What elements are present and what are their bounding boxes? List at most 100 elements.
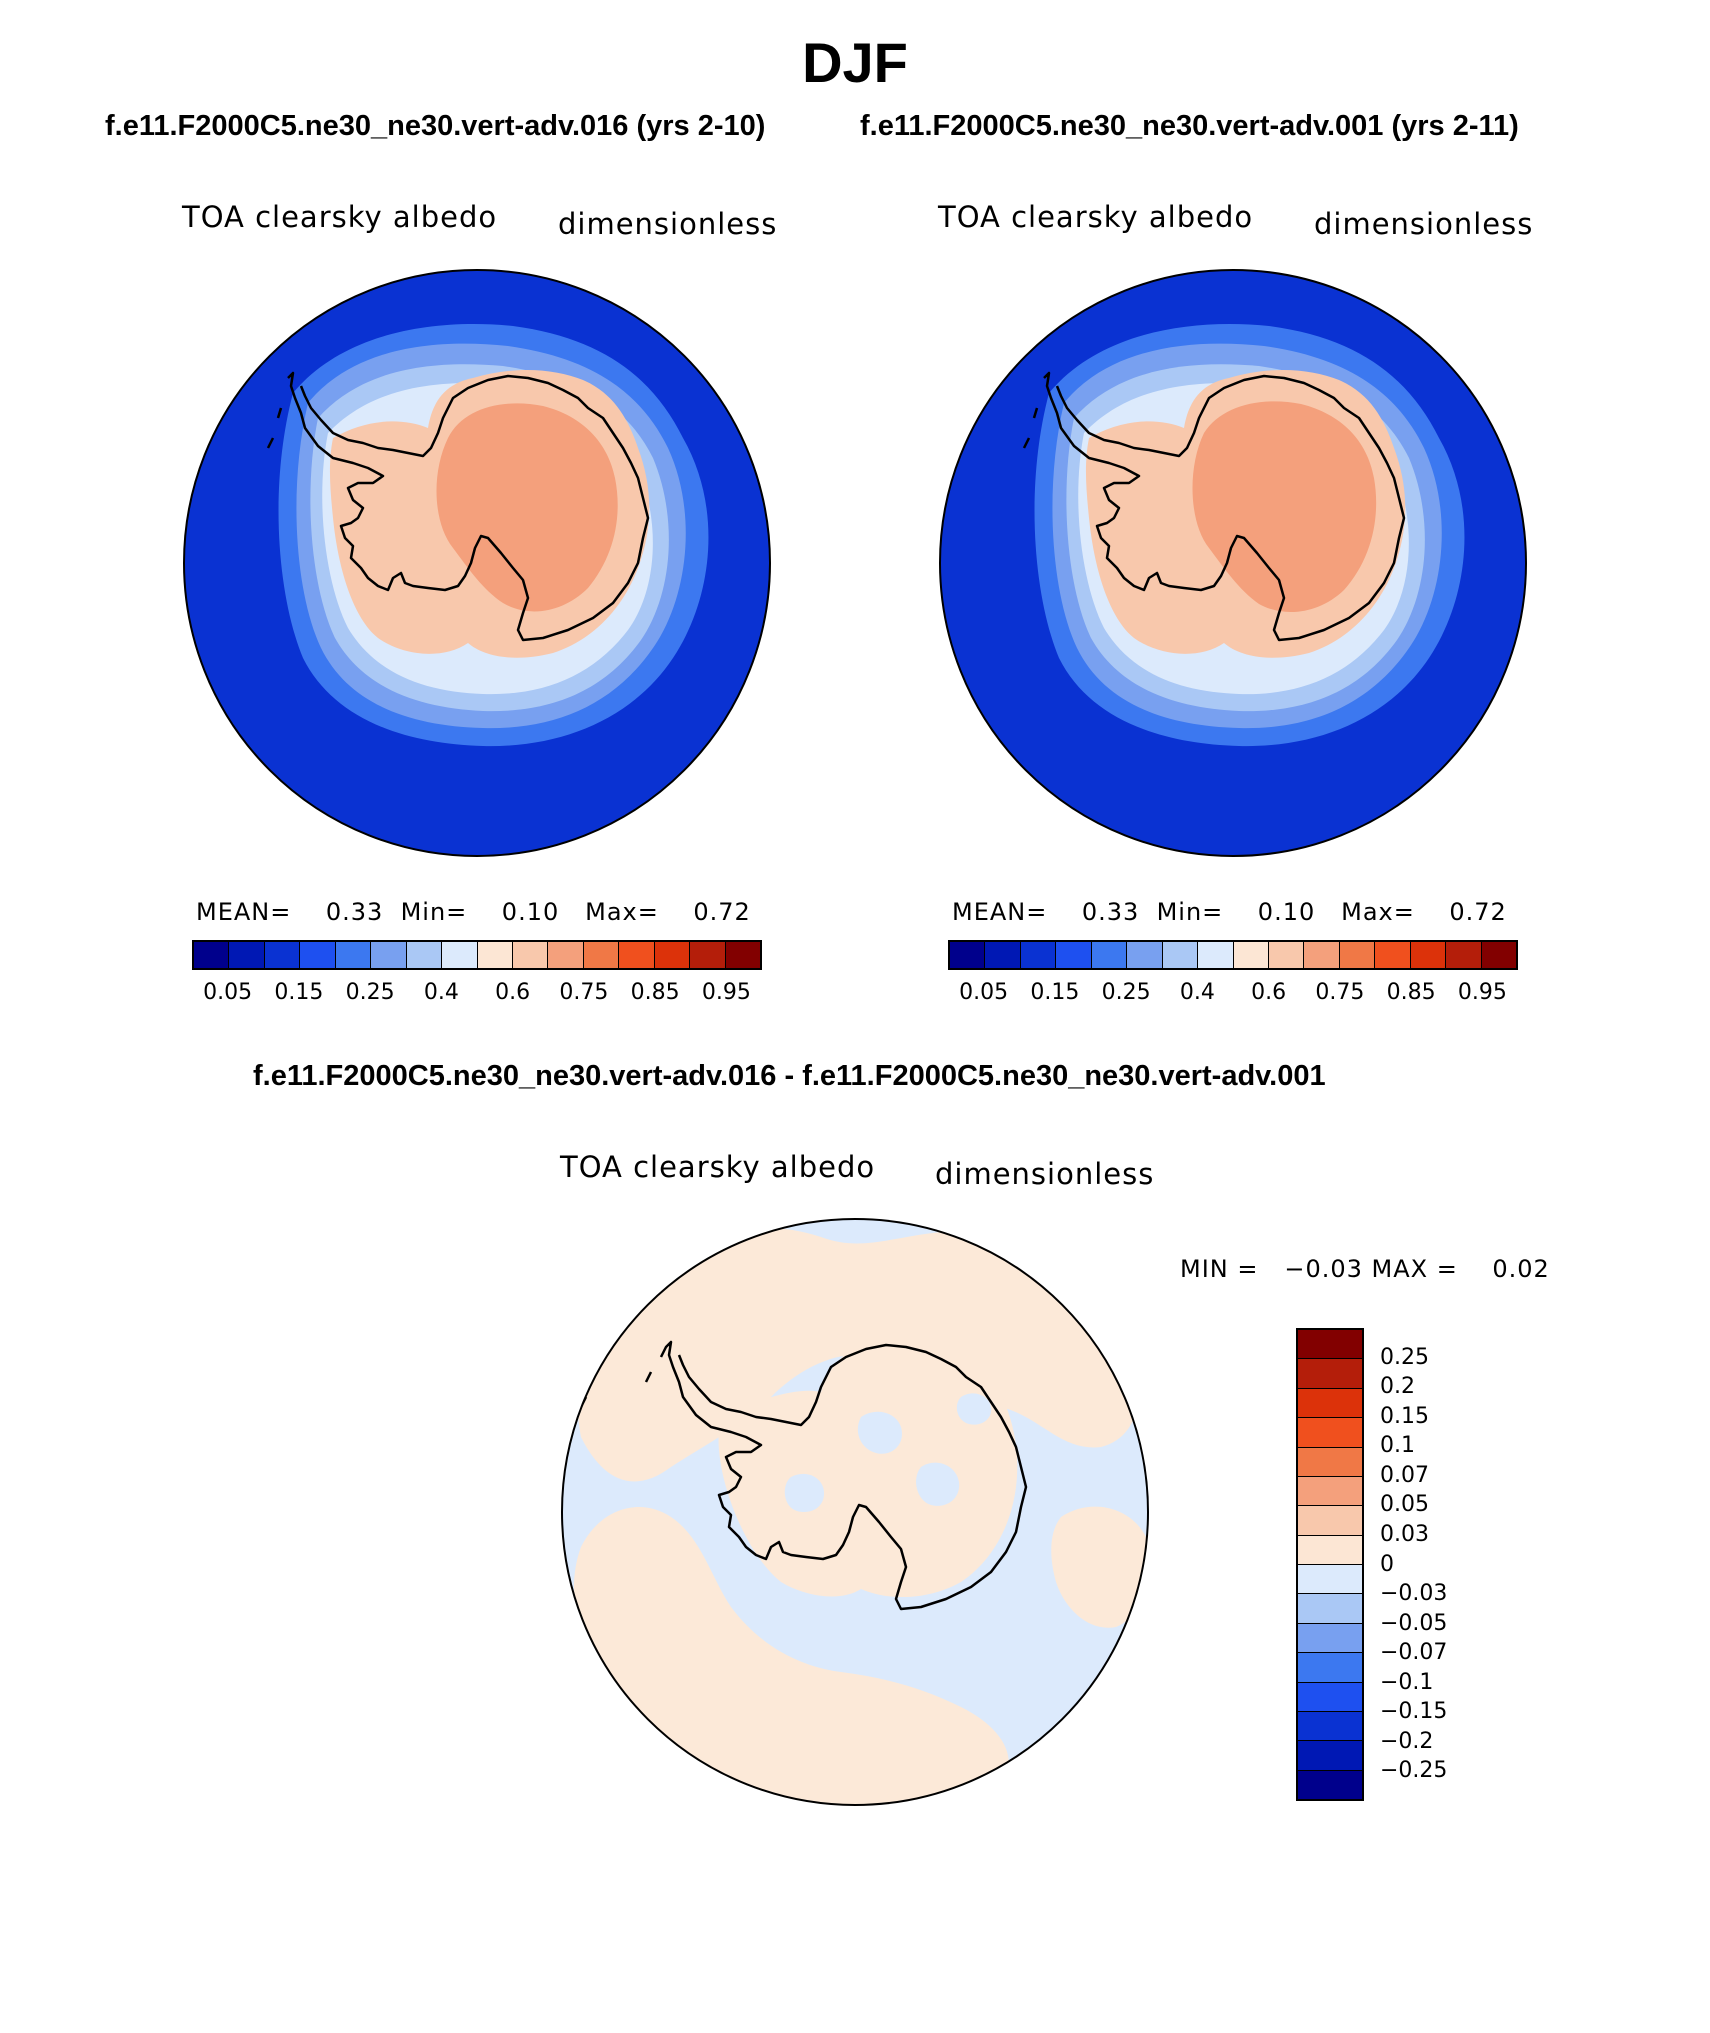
colorbar-swatch (371, 942, 407, 968)
left-mean-label: MEAN= (196, 898, 292, 926)
colorbar-swatch (1298, 1681, 1362, 1711)
right-max-label: Max= (1341, 898, 1415, 926)
colorbar-tick-label: 0.85 (1386, 980, 1436, 1005)
right-min-value: 0.10 (1257, 898, 1316, 926)
left-stats: MEAN= 0.33 Min= 0.10 Max= 0.72 (196, 898, 751, 926)
colorbar-swatch (1268, 942, 1305, 968)
diff-polar-map (561, 1218, 1149, 1806)
diff-title: f.e11.F2000C5.ne30_ne30.vert-adv.016 - f… (253, 1060, 1326, 1092)
right-units-label: dimensionless (1314, 207, 1534, 241)
colorbar-swatch (229, 942, 265, 968)
diff-negative-patch (857, 1411, 902, 1454)
diff-positive-region (573, 1507, 1009, 1805)
figure-title: DJF (802, 31, 908, 94)
right-colorbar-ticks: 0.05 0.15 0.25 0.4 0.6 0.75 0.85 0.95 (948, 980, 1518, 1010)
colorbar-swatch (725, 942, 760, 968)
colorbar-swatch (1233, 942, 1269, 968)
colorbar-swatch (1298, 1769, 1362, 1799)
colorbar-tick-label: 0.25 (1101, 980, 1151, 1005)
diff-continent-positive (718, 1335, 1018, 1598)
colorbar-swatch (406, 942, 443, 968)
colorbar-tick-label: 0.2 (1380, 1374, 1415, 1400)
colorbar-swatch (1446, 942, 1482, 968)
colorbar-swatch (1198, 942, 1234, 968)
colorbar-tick-label: 0.25 (1380, 1344, 1429, 1370)
colorbar-swatch (1298, 1387, 1362, 1418)
colorbar-tick-label: 0.05 (959, 980, 1009, 1005)
colorbar-swatch (1056, 942, 1092, 968)
colorbar-swatch (1298, 1534, 1362, 1564)
colorbar-tick-label: −0.05 (1380, 1610, 1448, 1636)
right-variable-label: TOA clearsky albedo (938, 200, 1254, 234)
colorbar-tick-label: 0.6 (1251, 980, 1287, 1005)
colorbar-swatch (654, 942, 691, 968)
colorbar-swatch (1410, 942, 1447, 968)
colorbar-tick-label: 0.15 (1030, 980, 1080, 1005)
colorbar-swatch (548, 942, 584, 968)
colorbar-tick-label: 0.05 (1380, 1492, 1429, 1518)
coastline (266, 371, 650, 642)
colorbar-swatch (1339, 942, 1376, 968)
right-max-value: 0.72 (1449, 898, 1507, 926)
colorbar-swatch (1298, 1740, 1362, 1770)
colorbar-swatch (1162, 942, 1199, 968)
colorbar-swatch (194, 942, 230, 968)
colorbar-swatch (583, 942, 620, 968)
colorbar-tick-label: 0.75 (559, 980, 609, 1005)
left-max-label: Max= (585, 898, 659, 926)
colorbar-swatch (300, 942, 336, 968)
diff-negative-patch (916, 1462, 960, 1506)
colorbar-swatch (1304, 942, 1340, 968)
colorbar-swatch (1298, 1358, 1362, 1388)
left-mean-value: 0.33 (325, 898, 384, 926)
colorbar-tick-label: 0.05 (203, 980, 253, 1005)
colorbar-swatch (1298, 1505, 1362, 1535)
right-min-label: Min= (1156, 898, 1224, 926)
colorbar-swatch (1375, 942, 1411, 968)
colorbar-swatch (985, 942, 1021, 968)
colorbar-tick-label: 0.15 (274, 980, 324, 1005)
colorbar-swatch (950, 942, 986, 968)
colorbar-swatch (1298, 1710, 1362, 1741)
colorbar-swatch (1020, 942, 1057, 968)
right-stats: MEAN= 0.33 Min= 0.10 Max= 0.72 (952, 898, 1507, 926)
colorbar-tick-label: −0.1 (1380, 1669, 1434, 1695)
colorbar-tick-label: 0.1 (1380, 1433, 1415, 1459)
colorbar-swatch (1298, 1622, 1362, 1653)
colorbar-tick-label: 0.6 (495, 980, 531, 1005)
colorbar-swatch (619, 942, 655, 968)
plateau-field (436, 403, 618, 612)
right-colorbar (948, 940, 1518, 970)
colorbar-tick-label: 0.07 (1380, 1462, 1429, 1488)
left-units-label: dimensionless (558, 207, 778, 241)
colorbar-swatch (1298, 1330, 1362, 1359)
colorbar-swatch (1298, 1446, 1362, 1476)
colorbar-swatch (477, 942, 513, 968)
left-colorbar (192, 940, 762, 970)
plateau-field (1192, 401, 1377, 613)
colorbar-tick-label: 0.25 (345, 980, 395, 1005)
colorbar-tick-label: 0.85 (630, 980, 680, 1005)
colorbar-swatch (1298, 1652, 1362, 1682)
diff-colorbar-ticks: −0.25 −0.2 −0.15 −0.1 −0.07 −0.05 −0.03 0 0.03 0.… (1380, 1328, 1500, 1801)
colorbar-swatch (1298, 1475, 1362, 1506)
colorbar-tick-label: 0.03 (1380, 1521, 1429, 1547)
colorbar-tick-label: 0.4 (1179, 980, 1215, 1005)
case-title-right: f.e11.F2000C5.ne30_ne30.vert-adv.001 (yr… (860, 110, 1519, 142)
right-polar-map (939, 269, 1527, 857)
diff-variable-label: TOA clearsky albedo (560, 1150, 876, 1184)
colorbar-swatch (1298, 1593, 1362, 1623)
colorbar-tick-label: −0.07 (1380, 1640, 1448, 1666)
colorbar-tick-label: −0.25 (1380, 1758, 1448, 1784)
right-mean-value: 0.33 (1081, 898, 1140, 926)
colorbar-swatch (442, 942, 478, 968)
colorbar-swatch (690, 942, 726, 968)
diff-units-label: dimensionless (935, 1157, 1155, 1191)
case-title-left: f.e11.F2000C5.ne30_ne30.vert-adv.016 (yr… (105, 110, 766, 142)
diff-minmax: MIN = −0.03 MAX = 0.02 (1180, 1255, 1550, 1283)
colorbar-tick-label: −0.2 (1380, 1728, 1434, 1754)
colorbar-tick-label: 0.4 (423, 980, 459, 1005)
left-max-value: 0.72 (693, 898, 751, 926)
diff-colorbar (1296, 1328, 1364, 1801)
colorbar-swatch (264, 942, 301, 968)
